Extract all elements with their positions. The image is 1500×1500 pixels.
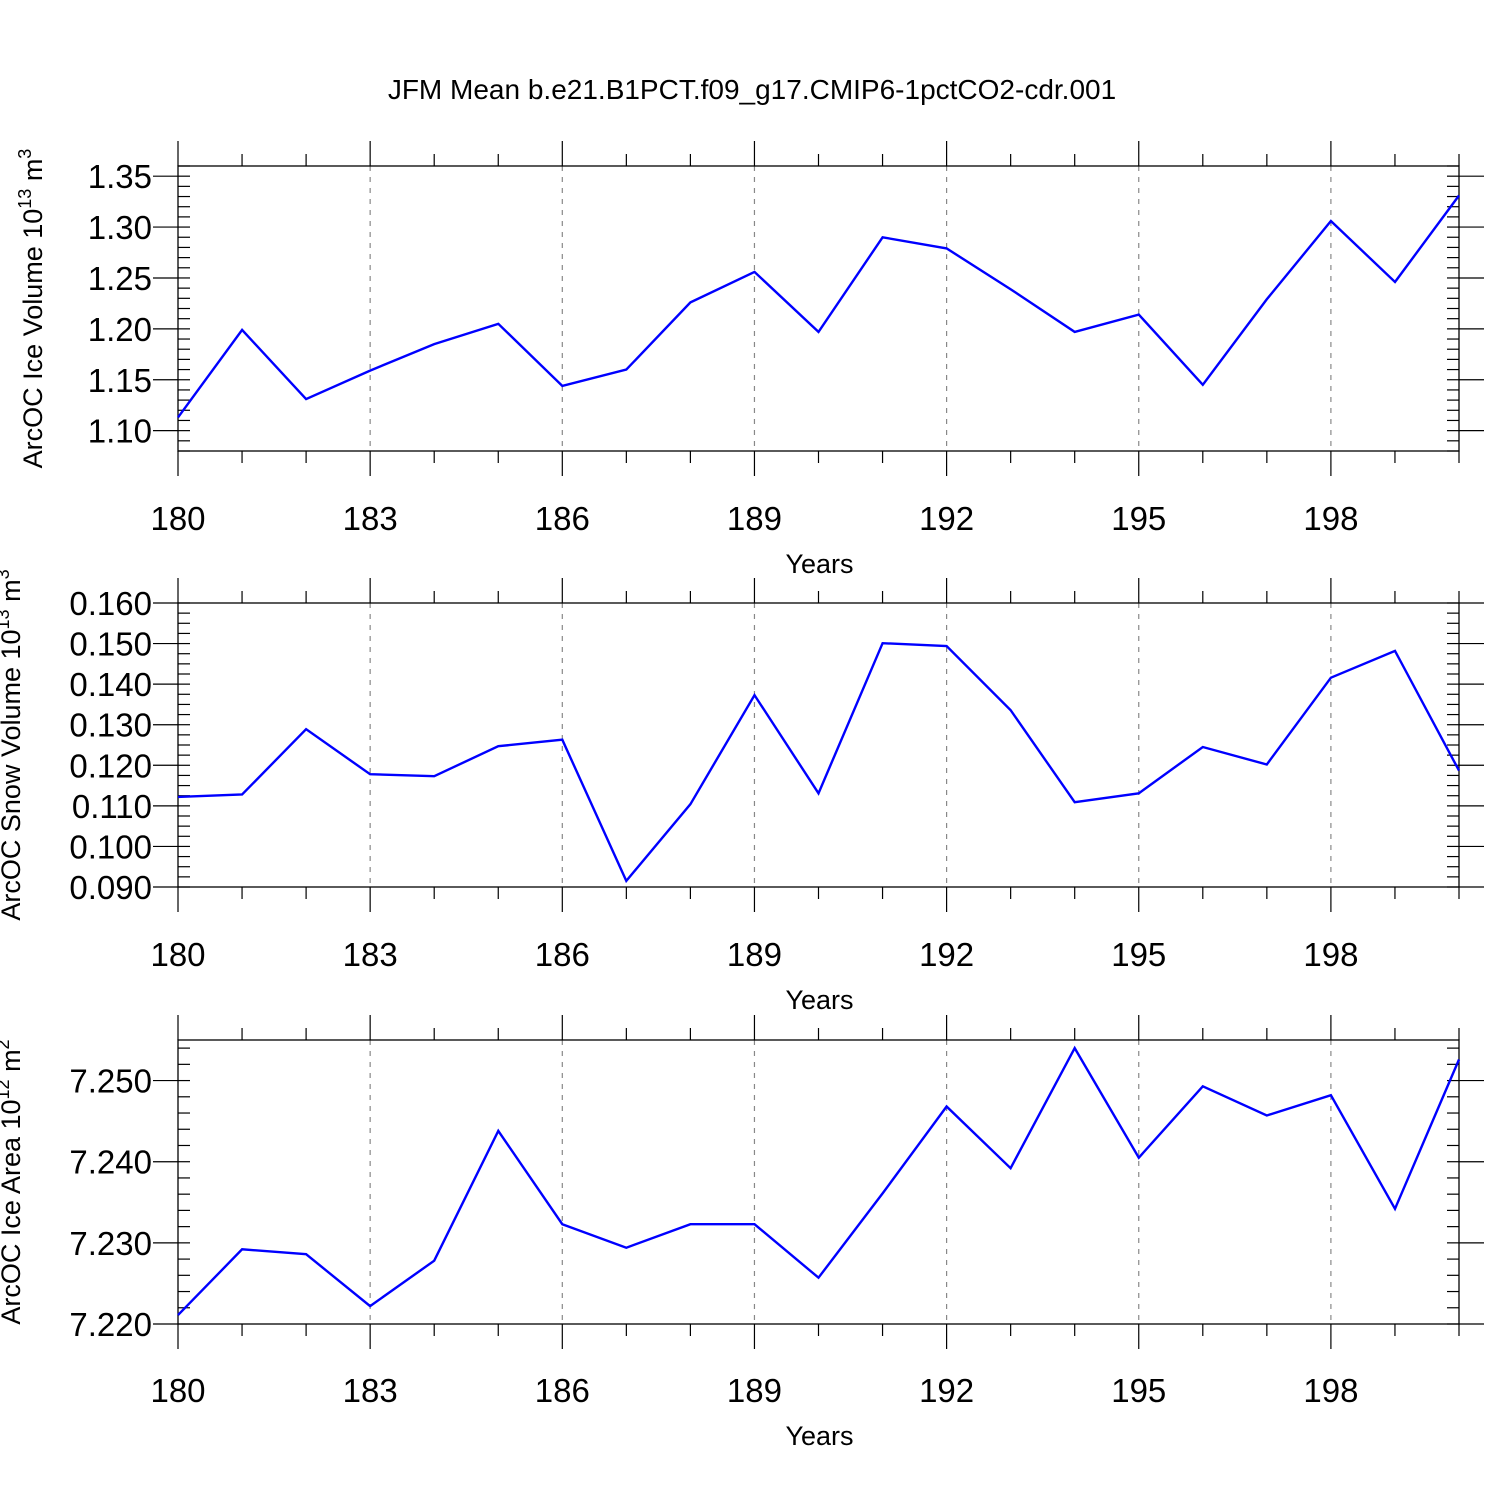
x-tick-label: 198 — [1303, 936, 1358, 973]
y-tick-label: 0.100 — [69, 828, 152, 865]
y-axis-label-superscript: 12 — [0, 1079, 13, 1099]
x-tick-label: 195 — [1111, 1372, 1166, 1409]
x-axis-label: Years — [785, 549, 853, 579]
y-tick-label: 7.240 — [69, 1144, 152, 1181]
x-axis-label: Years — [785, 985, 853, 1015]
y-tick-label: 0.090 — [69, 869, 152, 906]
y-tick-label: 0.120 — [69, 747, 152, 784]
x-tick-label: 189 — [727, 936, 782, 973]
x-tick-label: 180 — [150, 500, 205, 537]
figure-title: JFM Mean b.e21.B1PCT.f09_g17.CMIP6-1pctC… — [388, 74, 1116, 105]
series-line — [177, 194, 1460, 419]
y-axis-label-part: m — [0, 579, 26, 609]
x-tick-label: 192 — [919, 1372, 974, 1409]
x-axis-label: Years — [785, 1421, 853, 1451]
y-tick-label: 0.150 — [69, 626, 152, 663]
y-axis-label-part: m — [18, 159, 48, 189]
series-line — [177, 641, 1461, 884]
series-line — [177, 1045, 1461, 1316]
plot-frame — [177, 165, 1460, 452]
x-tick-label: 198 — [1303, 500, 1358, 537]
y-axis-label: ArcOC Snow Volume 1013 m3 — [0, 569, 26, 920]
x-tick-label: 186 — [535, 1372, 590, 1409]
y-axis-label-part: m — [0, 1049, 26, 1079]
x-tick-label: 183 — [343, 936, 398, 973]
y-tick-label: 7.230 — [69, 1225, 152, 1262]
x-tick-label: 195 — [1111, 500, 1166, 537]
y-axis-label: ArcOC Ice Area 1012 m2 — [0, 1039, 26, 1324]
y-tick-label: 0.160 — [69, 585, 152, 622]
y-axis-label-superscript: 13 — [0, 609, 13, 629]
y-tick-label: 1.15 — [88, 362, 152, 399]
y-tick-label: 0.110 — [72, 788, 152, 825]
x-tick-label: 198 — [1303, 1372, 1358, 1409]
x-tick-label: 189 — [727, 1372, 782, 1409]
panel-3: 7.220 7.230 7.240 7.250 180 183 186 189 192 195 19… — [0, 1015, 1484, 1451]
y-tick-label: 1.25 — [88, 260, 152, 297]
panels: 1.10 1.15 1.20 1.25 1.30 1.35 180 183 186 189 192 1… — [0, 141, 1484, 1451]
y-tick-label: 1.35 — [88, 158, 152, 195]
y-axis-label-superscript: 2 — [0, 1039, 13, 1049]
x-tick-label: 186 — [535, 500, 590, 537]
x-tick-label: 180 — [150, 936, 205, 973]
y-axis-label: ArcOC Ice Volume 1013 m3 — [15, 149, 48, 469]
y-axis-label-part: ArcOC Ice Area 10 — [0, 1099, 26, 1324]
x-tick-label: 183 — [343, 1372, 398, 1409]
y-axis-label-superscript: 13 — [15, 189, 35, 209]
x-tick-label: 186 — [535, 936, 590, 973]
x-tick-label: 189 — [727, 500, 782, 537]
y-tick-label: 1.30 — [88, 209, 152, 246]
plot-frame — [177, 602, 1460, 888]
y-axis-label-superscript: 3 — [0, 569, 13, 579]
y-axis-label-part: ArcOC Snow Volume 10 — [0, 629, 26, 920]
x-tick-label: 192 — [919, 500, 974, 537]
x-tick-label: 183 — [343, 500, 398, 537]
panel-1: 1.10 1.15 1.20 1.25 1.30 1.35 180 183 186 189 192 1… — [15, 141, 1484, 579]
y-tick-label: 0.130 — [69, 707, 152, 744]
x-tick-label: 192 — [919, 936, 974, 973]
y-tick-label: 0.140 — [69, 666, 152, 703]
plot-frame — [177, 1039, 1460, 1325]
y-tick-label: 1.10 — [88, 413, 152, 450]
y-axis-label-superscript: 3 — [15, 149, 35, 159]
y-tick-label: 1.20 — [88, 311, 152, 348]
y-axis-label-part: ArcOC Ice Volume 10 — [18, 209, 48, 469]
x-tick-label: 180 — [150, 1372, 205, 1409]
x-tick-label: 195 — [1111, 936, 1166, 973]
y-tick-label: 7.220 — [69, 1306, 152, 1343]
y-tick-label: 7.250 — [69, 1063, 152, 1100]
